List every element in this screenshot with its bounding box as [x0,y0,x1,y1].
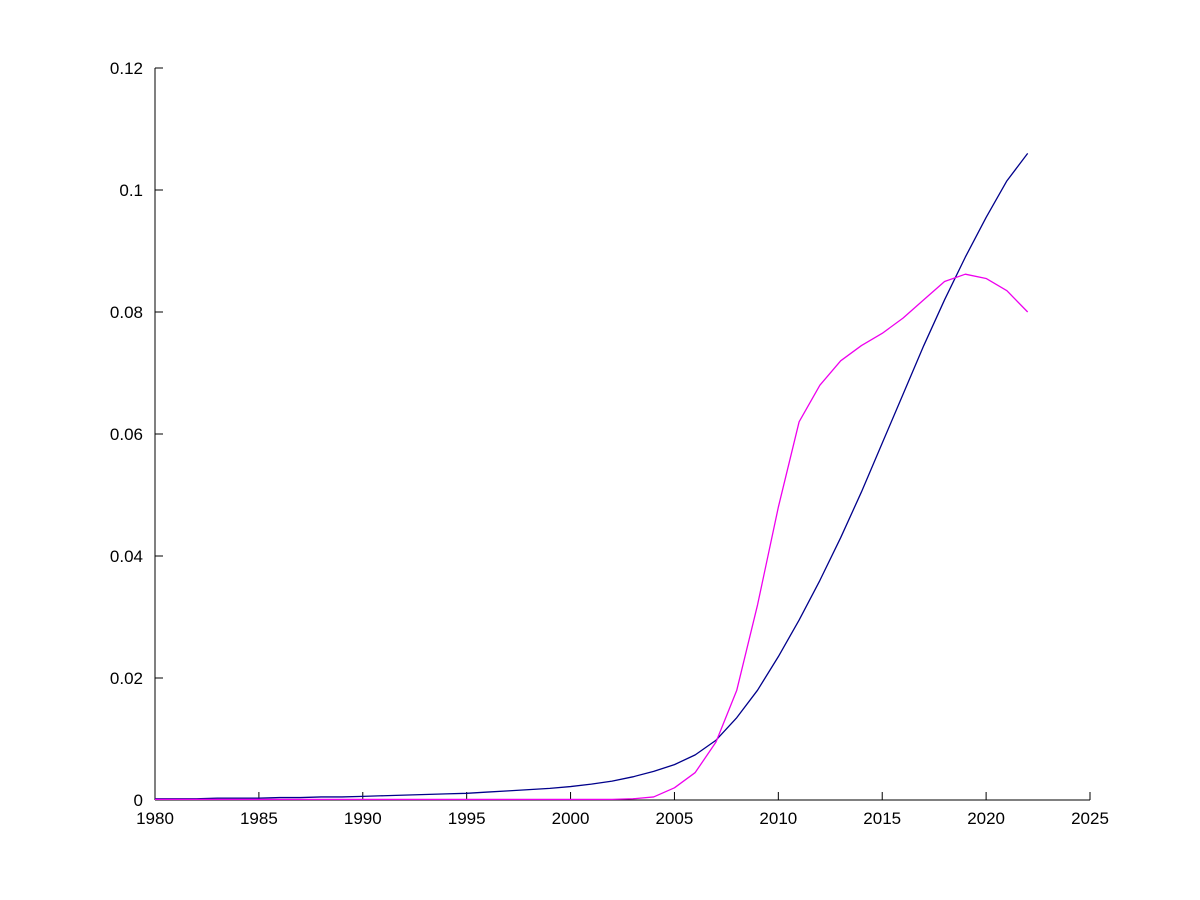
y-tick-label: 0.06 [110,425,143,444]
tick-labels: 1980 1985 1990 1995 2000 2005 2010 2015 2020 2025… [110,59,1109,828]
y-tick-label: 0.02 [110,669,143,688]
chart-series [155,153,1029,801]
y-tick-label: 0.08 [110,303,143,322]
x-tick-label: 1985 [240,809,278,828]
y-tick-label: 0.04 [110,547,143,566]
x-tick-label: 2015 [863,809,901,828]
y-tick-label: 0.12 [110,59,143,78]
y-tick-label: 0 [134,791,143,810]
x-tick-label: 1995 [448,809,486,828]
x-tick-label: 2020 [967,809,1005,828]
x-tick-label: 2000 [552,809,590,828]
dark-blue-series-line [155,153,1029,800]
axes [154,67,1091,801]
y-tick-label: 0.1 [119,181,143,200]
x-tick-label: 2010 [759,809,797,828]
x-tick-label: 1990 [344,809,382,828]
x-tick-label: 2025 [1071,809,1109,828]
x-tick-label: 2005 [656,809,694,828]
magenta-series-line [155,273,1029,801]
x-tick-label: 1980 [136,809,174,828]
